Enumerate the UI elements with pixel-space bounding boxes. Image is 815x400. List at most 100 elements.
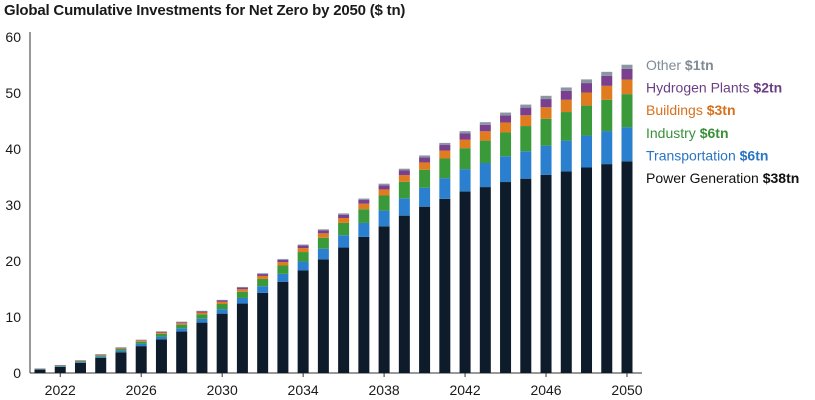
bar-segment-buildings <box>378 189 390 196</box>
bar-segment-industry <box>317 237 329 249</box>
bar-segment-other <box>520 104 532 108</box>
bar-stack <box>338 213 350 373</box>
bar-segment-industry <box>216 304 228 310</box>
bar-segment-hydrogen-plants <box>257 274 269 276</box>
bar-stack <box>297 244 309 373</box>
bar-segment-power-generation <box>560 171 572 373</box>
bar-segment-buildings <box>520 115 532 127</box>
bar-segment-power-generation <box>398 215 410 373</box>
bar-segment-industry <box>236 291 248 298</box>
legend-entry-buildings: Buildings $3tn <box>646 102 736 118</box>
bar-segment-power-generation <box>601 164 613 373</box>
bar-segment-industry <box>378 195 390 211</box>
bar-segment-power-generation <box>581 167 593 373</box>
bar-segment-industry <box>196 314 208 319</box>
x-tick-label: 2046 <box>530 382 561 398</box>
bar-segment-other <box>601 71 613 76</box>
bar-segment-industry <box>439 158 451 179</box>
bar-segment-other <box>398 168 410 171</box>
bar-segment-transportation <box>439 178 451 199</box>
bar-segment-industry <box>115 349 127 351</box>
bar-stack <box>459 131 471 373</box>
bar-segment-industry <box>277 265 289 274</box>
bar-segment-industry <box>601 99 613 132</box>
legend-entry-hydrogen-plants: Hydrogen Plants $2tn <box>646 80 782 96</box>
bar-stack <box>500 112 512 373</box>
bar-segment-buildings <box>338 217 350 223</box>
bar-stack <box>277 258 289 373</box>
bar-segment-power-generation <box>479 187 491 373</box>
bar-segment-hydrogen-plants <box>378 185 390 190</box>
bar-segment-transportation <box>500 156 512 183</box>
bar-segment-buildings <box>398 175 410 182</box>
bar-segment-transportation <box>378 210 390 227</box>
bar-segment-power-generation <box>34 369 46 373</box>
bar-stack <box>581 79 593 373</box>
bar-segment-industry <box>520 126 532 152</box>
bar-stack <box>520 104 532 373</box>
bar-segment-hydrogen-plants <box>236 287 248 290</box>
bar-segment-buildings <box>317 233 329 238</box>
bar-segment-transportation <box>479 163 491 188</box>
bar-segment-buildings <box>257 275 269 279</box>
bar-segment-transportation <box>176 328 188 332</box>
bar-segment-other <box>236 286 248 288</box>
bar-segment-other <box>135 339 147 341</box>
bar-segment-industry <box>135 341 147 344</box>
bar-segment-industry <box>560 112 572 141</box>
bar-segment-hydrogen-plants <box>176 322 188 324</box>
bar-segment-transportation <box>540 145 552 175</box>
bar-stack <box>135 339 147 373</box>
bar-segment-buildings <box>459 139 471 149</box>
bar-segment-industry <box>297 252 309 262</box>
bar-segment-power-generation <box>540 174 552 373</box>
bar-segment-industry <box>621 94 633 128</box>
bar-segment-power-generation <box>338 247 350 373</box>
bar-segment-industry <box>459 148 471 170</box>
bar-stack <box>378 183 390 373</box>
bar-stack <box>398 168 410 373</box>
y-tick-label: 20 <box>5 253 21 269</box>
bar-segment-buildings <box>74 360 86 362</box>
bar-segment-buildings <box>196 312 208 315</box>
x-tick-label: 2030 <box>207 382 238 398</box>
bar-segment-industry <box>54 365 66 367</box>
bar-segment-power-generation <box>277 281 289 373</box>
bar-segment-transportation <box>520 151 532 179</box>
bar-segment-industry <box>257 278 269 287</box>
chart-bars <box>34 64 633 373</box>
bar-stack <box>317 229 329 373</box>
bar-stack <box>74 360 86 373</box>
bar-segment-buildings <box>540 107 552 119</box>
bar-segment-power-generation <box>358 236 370 373</box>
bar-segment-other <box>317 229 329 231</box>
bar-segment-other <box>439 142 451 146</box>
bar-segment-hydrogen-plants <box>196 311 208 313</box>
bar-segment-hydrogen-plants <box>419 157 431 163</box>
bar-stack <box>439 142 451 373</box>
bar-segment-transportation <box>95 356 107 358</box>
bar-segment-industry <box>155 333 167 337</box>
bar-segment-transportation <box>419 187 431 207</box>
bar-segment-buildings <box>236 289 248 292</box>
bar-segment-other <box>581 79 593 84</box>
legend-entry-power-generation: Power Generation $38tn <box>646 170 799 186</box>
bar-stack <box>257 273 269 373</box>
bar-segment-other <box>358 198 370 201</box>
bar-segment-buildings <box>135 340 147 342</box>
bar-segment-buildings <box>500 122 512 133</box>
y-tick-label: 30 <box>5 197 21 213</box>
bar-stack <box>419 155 431 373</box>
bar-segment-other <box>459 131 471 134</box>
bar-segment-transportation <box>216 309 228 314</box>
y-tick-label: 60 <box>5 29 21 45</box>
bar-segment-power-generation <box>520 178 532 373</box>
bar-segment-other <box>378 183 390 186</box>
bar-stack <box>196 310 208 373</box>
bar-segment-hydrogen-plants <box>560 90 572 100</box>
bar-segment-other <box>257 273 269 275</box>
y-tick-label: 40 <box>5 141 21 157</box>
y-tick-label: 0 <box>13 365 21 381</box>
